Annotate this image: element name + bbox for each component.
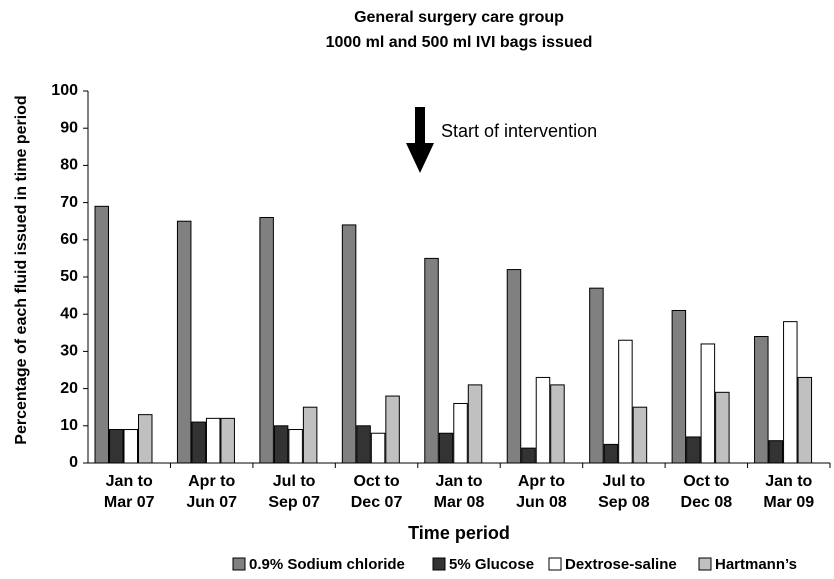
x-tick-label: Apr to bbox=[188, 473, 235, 490]
bar bbox=[138, 414, 153, 464]
y-tick-label: 20 bbox=[60, 380, 78, 397]
legend-swatch bbox=[698, 557, 712, 571]
bar bbox=[618, 339, 633, 464]
bar bbox=[109, 429, 124, 464]
bar bbox=[370, 432, 386, 464]
y-tick-label: 90 bbox=[60, 119, 78, 136]
bar bbox=[550, 384, 565, 464]
x-tick-label: Mar 07 bbox=[104, 494, 155, 511]
bar bbox=[754, 336, 769, 464]
bar bbox=[603, 443, 619, 464]
x-tick-label: Mar 08 bbox=[434, 494, 485, 511]
y-tick-label: 10 bbox=[60, 417, 78, 434]
bar bbox=[632, 406, 648, 464]
bar bbox=[535, 376, 551, 464]
annotation: Start of intervention bbox=[441, 121, 597, 141]
bar bbox=[424, 257, 439, 464]
legend-label: Hartmann’s bbox=[715, 556, 797, 573]
y-axis-label: Percentage of each fluid issued in time … bbox=[13, 95, 30, 444]
legend-label: 5% Glucose bbox=[449, 556, 534, 573]
x-tick-label: Dec 08 bbox=[681, 494, 733, 511]
x-tick-label: Jan to bbox=[765, 473, 812, 490]
bar bbox=[191, 421, 206, 464]
bar bbox=[686, 436, 701, 464]
bar bbox=[783, 321, 798, 464]
chart-title: 1000 ml and 500 ml IVI bags issued bbox=[326, 34, 593, 51]
bar bbox=[220, 417, 235, 464]
bar bbox=[259, 216, 274, 464]
x-tick-label: Jun 08 bbox=[516, 494, 567, 511]
bar bbox=[453, 402, 468, 464]
x-tick-label: Sep 07 bbox=[268, 494, 320, 511]
x-axis-label: Time period bbox=[408, 523, 510, 543]
legend-swatch bbox=[232, 557, 246, 571]
x-tick-label: Jun 07 bbox=[186, 494, 237, 511]
bar bbox=[797, 376, 813, 464]
bar bbox=[302, 406, 318, 464]
x-tick-label: Oct to bbox=[353, 473, 399, 490]
bar bbox=[768, 440, 784, 464]
bar bbox=[438, 432, 454, 464]
bar bbox=[467, 384, 483, 464]
bar bbox=[521, 447, 536, 464]
x-tick-label: Jan to bbox=[106, 473, 153, 490]
legend-swatch bbox=[548, 557, 562, 571]
y-tick-label: 60 bbox=[60, 231, 78, 248]
y-tick-label: 100 bbox=[51, 82, 78, 99]
bar bbox=[273, 425, 289, 464]
y-tick-label: 0 bbox=[69, 454, 78, 471]
x-tick-label: Dec 07 bbox=[351, 494, 403, 511]
bar bbox=[671, 309, 687, 464]
y-tick-label: 50 bbox=[60, 268, 78, 285]
bar bbox=[700, 343, 716, 464]
bar bbox=[589, 287, 604, 464]
x-tick-label: Jul to bbox=[603, 473, 646, 490]
x-tick-label: Oct to bbox=[683, 473, 729, 490]
chart-title: General surgery care group bbox=[354, 9, 564, 26]
bar bbox=[715, 391, 730, 464]
bar bbox=[356, 425, 371, 464]
y-tick-label: 80 bbox=[60, 157, 78, 174]
legend-swatch bbox=[432, 557, 446, 571]
x-tick-label: Mar 09 bbox=[763, 494, 814, 511]
bar bbox=[176, 220, 192, 464]
y-tick-label: 30 bbox=[60, 343, 78, 360]
x-tick-label: Sep 08 bbox=[598, 494, 650, 511]
y-tick-label: 70 bbox=[60, 194, 78, 211]
legend-label: 0.9% Sodium chloride bbox=[249, 556, 405, 573]
bar bbox=[205, 417, 221, 464]
x-tick-label: Jul to bbox=[273, 473, 316, 490]
x-tick-label: Apr to bbox=[518, 473, 565, 490]
bar bbox=[288, 429, 303, 464]
bar bbox=[385, 395, 400, 464]
bar bbox=[341, 224, 357, 464]
x-tick-label: Jan to bbox=[435, 473, 482, 490]
arrow bbox=[406, 107, 434, 173]
legend-label: Dextrose-saline bbox=[565, 556, 677, 573]
bar bbox=[506, 269, 522, 464]
y-tick-label: 40 bbox=[60, 305, 78, 322]
bar bbox=[94, 205, 109, 464]
bar bbox=[123, 429, 138, 464]
